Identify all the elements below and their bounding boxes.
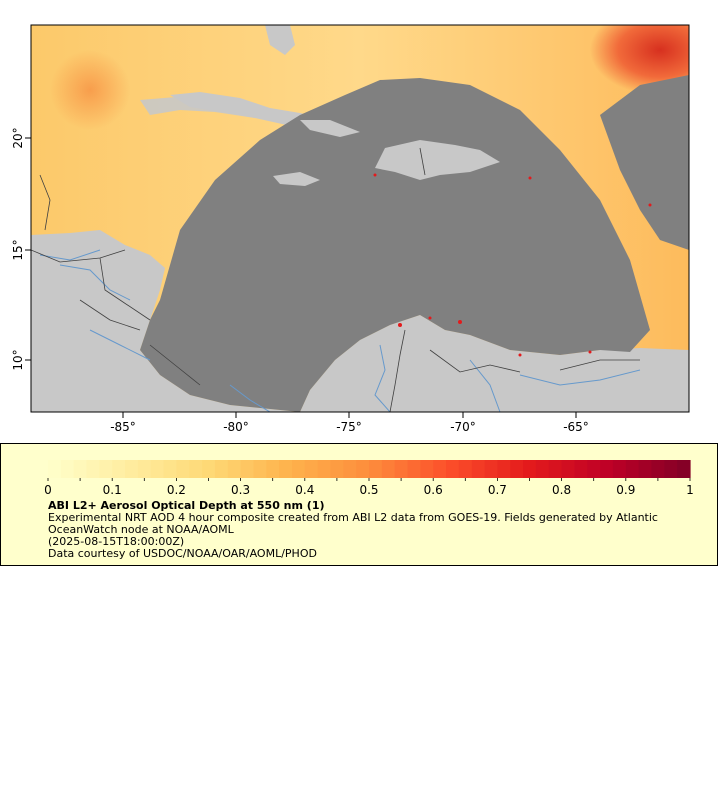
colorbar-cell xyxy=(625,460,640,478)
colorbar-cell xyxy=(227,460,242,478)
colorbar-cell xyxy=(125,460,139,478)
colorbar-tick-label: 0.8 xyxy=(552,483,571,497)
colorbar-cell xyxy=(381,460,396,478)
x-tick-label: -80° xyxy=(223,420,249,434)
y-tick-label: 20° xyxy=(11,127,25,148)
colorbar-cell xyxy=(48,460,62,478)
colorbar-tick-label: 0.4 xyxy=(295,483,314,497)
colorbar-tick-label: 0 xyxy=(44,483,52,497)
colorbar-cell xyxy=(214,460,229,478)
colorbar-ticks: 0 0.1 0.2 0.3 0.4 0.5 0.6 0.7 0.8 0.9 1 xyxy=(44,478,694,497)
colorbar-cell xyxy=(150,460,165,478)
x-axis: -85° -80° -75° -70° -65° xyxy=(110,412,589,434)
colorbar-cell xyxy=(317,460,332,478)
colorbar-cell xyxy=(561,460,576,478)
colorbar-cell xyxy=(523,460,537,478)
colorbar-cell xyxy=(240,460,255,478)
colorbar-cell xyxy=(548,460,563,478)
colorbar-cell xyxy=(612,460,627,478)
colorbar-cell xyxy=(291,460,306,478)
legend-panel: 0 0.1 0.2 0.3 0.4 0.5 0.6 0.7 0.8 0.9 1 ABI L2+ Ae… xyxy=(0,443,718,566)
colorbar-cell xyxy=(664,460,678,478)
colorbar-cell xyxy=(73,460,88,478)
aod-map: -85° -80° -75° -70° -65° 20° 15° 10° xyxy=(11,24,690,434)
colorbar-cell xyxy=(202,460,216,478)
colorbar-cell xyxy=(677,460,691,478)
x-tick-label: -65° xyxy=(563,420,589,434)
y-tick-label: 15° xyxy=(11,239,25,260)
legend-text: ABI L2+ Aerosol Optical Depth at 550 nm … xyxy=(48,500,698,560)
colorbar-tick-label: 0.3 xyxy=(231,483,250,497)
colorbar-cell xyxy=(253,460,267,478)
colorbar-cell xyxy=(471,460,486,478)
colorbar-cell xyxy=(266,460,280,478)
gulf-no-data xyxy=(140,95,255,118)
colorbar-cell xyxy=(304,460,319,478)
colorbar-cell xyxy=(343,460,357,478)
colorbar-cell xyxy=(535,460,550,478)
colorbar-cell xyxy=(484,460,498,478)
colorbar-cell xyxy=(497,460,511,478)
y-tick-label: 10° xyxy=(11,349,25,370)
colorbar-cell xyxy=(574,460,588,478)
country-borders xyxy=(31,147,640,412)
colorbar-cell xyxy=(137,460,152,478)
colorbar-cell xyxy=(394,460,409,478)
colorbar-tick-label: 0.6 xyxy=(424,483,443,497)
colorbar-cell xyxy=(99,460,113,478)
x-tick-label: -75° xyxy=(336,420,362,434)
colorbar-cell xyxy=(446,460,460,478)
colorbar-cell xyxy=(420,460,434,478)
y-axis: 20° 15° 10° xyxy=(11,127,31,371)
colorbar-cell xyxy=(600,460,614,478)
colorbar-cell xyxy=(356,460,370,478)
colorbar-cell xyxy=(279,460,293,478)
colorbar-cell xyxy=(60,460,75,478)
orange-aod-patch-north xyxy=(50,50,130,130)
atlantic-no-data xyxy=(600,75,689,250)
legend-time: (2025-08-15T18:00:00Z) xyxy=(48,535,185,548)
colorbar-cell xyxy=(407,460,421,478)
legend-description: Experimental NRT AOD 4 hour composite cr… xyxy=(48,511,658,536)
colorbar-cell xyxy=(330,460,344,478)
colorbar-cell xyxy=(638,460,653,478)
colorbar-cell xyxy=(433,460,447,478)
colorbar-cell xyxy=(651,460,665,478)
legend-credit: Data courtesy of USDOC/NOAA/OAR/AOML/PHO… xyxy=(48,547,317,560)
colorbar-cell xyxy=(176,460,190,478)
colorbar-tick-label: 0.7 xyxy=(488,483,507,497)
map-frame xyxy=(30,24,690,413)
legend-title: ABI L2+ Aerosol Optical Depth at 550 nm … xyxy=(48,499,325,512)
colorbar-cell xyxy=(189,460,203,478)
colorbar-tick-label: 0.5 xyxy=(359,483,378,497)
colorbar-tick-label: 0.2 xyxy=(167,483,186,497)
high-aod-plume xyxy=(590,25,689,95)
colorbar: 0 0.1 0.2 0.3 0.4 0.5 0.6 0.7 0.8 0.9 1 xyxy=(44,460,694,497)
caribbean-sea xyxy=(140,78,650,412)
colorbar-cell xyxy=(112,460,126,478)
colorbar-cell xyxy=(163,460,177,478)
rivers xyxy=(39,249,641,412)
coastal-high-aod xyxy=(373,173,652,357)
colorbar-cell xyxy=(587,460,601,478)
colorbar-tick-label: 0.9 xyxy=(616,483,635,497)
colorbar-cells xyxy=(48,460,691,478)
x-tick-label: -70° xyxy=(450,420,476,434)
colorbar-cell xyxy=(369,460,383,478)
colorbar-tick-label: 0.1 xyxy=(103,483,122,497)
x-tick-label: -85° xyxy=(110,420,136,434)
colorbar-cell xyxy=(86,460,100,478)
colorbar-tick-label: 1 xyxy=(686,483,694,497)
colorbar-cell xyxy=(458,460,473,478)
colorbar-cell xyxy=(510,460,524,478)
